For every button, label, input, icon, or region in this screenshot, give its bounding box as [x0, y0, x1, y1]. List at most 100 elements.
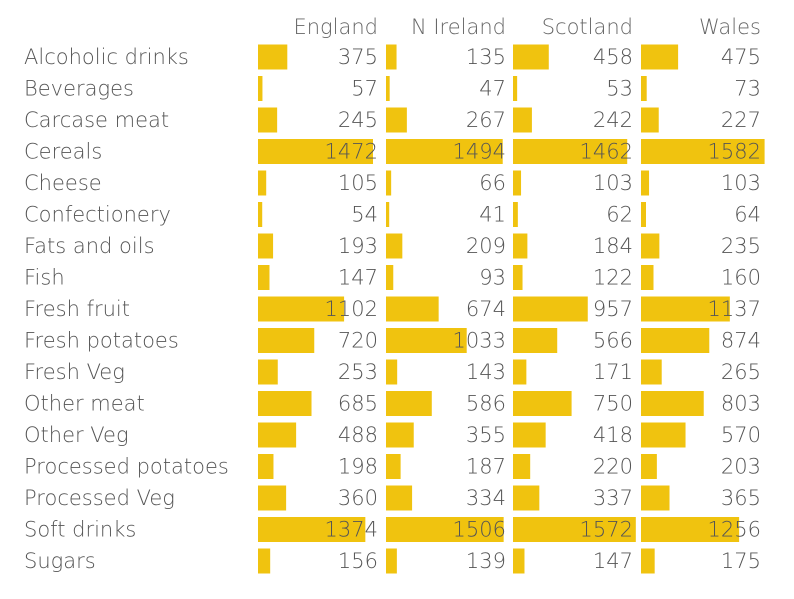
- value-label: 874: [721, 329, 761, 353]
- value-label: 1462: [580, 140, 633, 164]
- value-label: 253: [338, 360, 378, 384]
- value-label: 171: [593, 360, 633, 384]
- bar: [513, 44, 549, 70]
- row-label: Fresh fruit: [24, 297, 130, 321]
- row-label: Fresh potatoes: [24, 329, 179, 353]
- bar: [641, 517, 740, 542]
- value-label: 41: [479, 203, 506, 227]
- value-label: 198: [338, 455, 378, 479]
- bar: [513, 107, 532, 133]
- value-label: 803: [721, 392, 761, 416]
- bar: [386, 296, 439, 322]
- value-label: 1572: [580, 518, 633, 542]
- bar: [258, 76, 263, 101]
- value-label: 187: [466, 455, 506, 479]
- bar: [386, 517, 504, 542]
- value-label: 418: [593, 423, 633, 447]
- row-label: Beverages: [24, 77, 134, 101]
- bar: [258, 202, 263, 227]
- bar: [641, 233, 660, 259]
- bar: [386, 548, 397, 574]
- bar: [513, 328, 558, 353]
- bar: [258, 296, 345, 322]
- bar: [513, 296, 588, 322]
- value-label: 147: [593, 549, 633, 573]
- bar: [641, 296, 730, 322]
- bar: [641, 107, 659, 133]
- column-header-n-ireland: N Ireland: [411, 15, 506, 39]
- bar: [641, 202, 646, 227]
- column-header-scotland: Scotland: [542, 15, 633, 39]
- value-label: 220: [593, 455, 633, 479]
- row-label: Alcoholic drinks: [24, 45, 189, 69]
- value-label: 242: [593, 108, 633, 132]
- value-label: 365: [721, 486, 761, 510]
- value-label: 334: [466, 486, 506, 510]
- value-label: 375: [338, 45, 378, 69]
- value-label: 147: [338, 266, 378, 290]
- bar: [641, 391, 704, 416]
- bar: [513, 391, 572, 416]
- bar: [641, 265, 654, 290]
- row-label: Soft drinks: [24, 518, 136, 542]
- row-label: Other Veg: [24, 423, 129, 447]
- value-label: 135: [466, 45, 506, 69]
- value-label: 57: [351, 77, 378, 101]
- value-label: 175: [721, 549, 761, 573]
- bar: [513, 454, 531, 479]
- bar: [386, 485, 413, 511]
- value-label: 227: [721, 108, 761, 132]
- bar: [386, 170, 392, 196]
- bar: [386, 359, 398, 385]
- value-label: 1494: [453, 140, 506, 164]
- value-label: 720: [338, 329, 378, 353]
- value-label: 66: [479, 171, 506, 195]
- bar: [513, 265, 523, 290]
- row-label: Processed potatoes: [24, 455, 229, 479]
- column-header-wales: Wales: [699, 15, 761, 39]
- bar: [641, 76, 647, 101]
- value-label: 93: [479, 266, 506, 290]
- bar: [386, 107, 407, 133]
- value-label: 103: [593, 171, 633, 195]
- value-label: 54: [351, 203, 378, 227]
- value-label: 53: [606, 77, 633, 101]
- bar: [386, 391, 432, 416]
- bar: [258, 422, 297, 448]
- value-label: 64: [734, 203, 761, 227]
- bar: [513, 233, 528, 259]
- bar: [513, 139, 628, 164]
- bar: [386, 44, 397, 70]
- row-label: Cheese: [24, 171, 102, 195]
- bar: [513, 485, 540, 511]
- bar: [513, 202, 518, 227]
- column-header-england: England: [293, 15, 378, 39]
- value-label: 566: [593, 329, 633, 353]
- row-label: Fish: [24, 266, 65, 290]
- value-label: 267: [466, 108, 506, 132]
- bar: [258, 485, 287, 511]
- value-label: 184: [593, 234, 633, 258]
- value-label: 337: [593, 486, 633, 510]
- value-label: 235: [721, 234, 761, 258]
- value-label: 193: [338, 234, 378, 258]
- row-label: Cereals: [24, 140, 102, 164]
- bar: [386, 202, 390, 227]
- bar: [641, 139, 765, 164]
- bar: [641, 548, 655, 574]
- value-label: 160: [721, 266, 761, 290]
- row-label: Confectionery: [24, 203, 171, 227]
- bar: [641, 485, 670, 511]
- bar: [641, 454, 657, 479]
- bar: [258, 328, 315, 353]
- value-label: 73: [734, 77, 761, 101]
- bar: [386, 454, 401, 479]
- value-label: 360: [338, 486, 378, 510]
- value-label: 475: [721, 45, 761, 69]
- row-label: Other meat: [24, 392, 145, 416]
- value-label: 203: [721, 455, 761, 479]
- value-label: 122: [593, 266, 633, 290]
- value-label: 685: [338, 392, 378, 416]
- value-label: 1137: [708, 297, 761, 321]
